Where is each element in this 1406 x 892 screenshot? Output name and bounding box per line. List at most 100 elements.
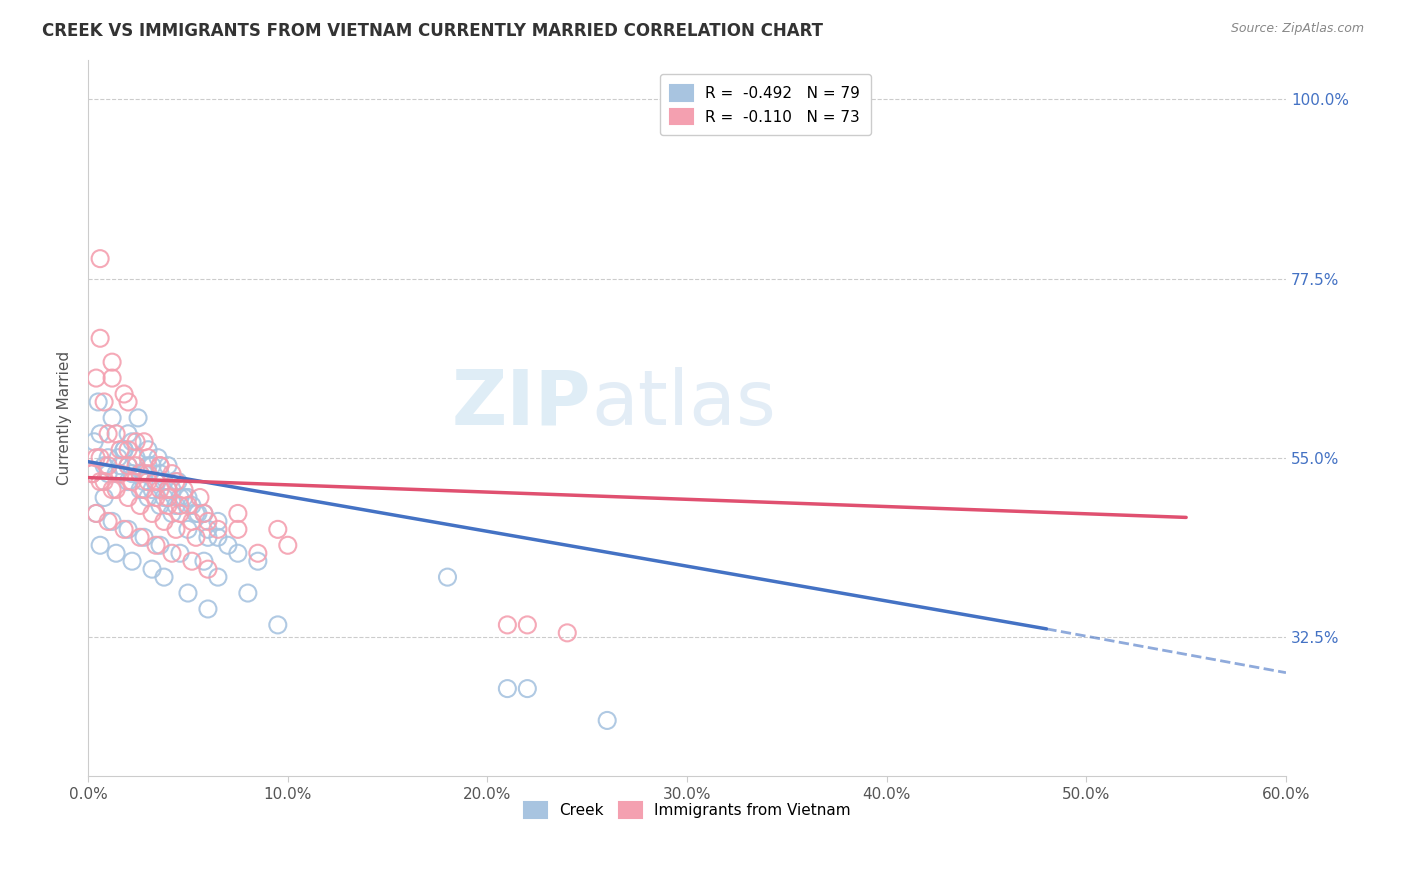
Point [184, 530, 207, 544]
Point [141, 458, 163, 473]
Point [121, 554, 143, 568]
Point [149, 458, 172, 473]
Point [117, 491, 139, 505]
Point [89, 450, 111, 465]
Point [145, 538, 167, 552]
Point [101, 355, 124, 369]
Point [89, 252, 111, 266]
Point [177, 491, 200, 505]
Point [197, 562, 219, 576]
Point [516, 618, 538, 632]
Point [153, 570, 176, 584]
Point [117, 458, 139, 473]
Point [156, 491, 179, 505]
Point [267, 522, 290, 536]
Point [93, 491, 115, 505]
FancyBboxPatch shape [82, 885, 114, 892]
Point [97, 450, 120, 465]
Point [207, 570, 229, 584]
Point [187, 507, 209, 521]
Point [97, 458, 120, 473]
Point [127, 410, 149, 425]
Point [197, 602, 219, 616]
Point [160, 507, 183, 521]
Point [105, 426, 128, 441]
Point [169, 507, 191, 521]
Point [207, 522, 229, 536]
Point [246, 554, 269, 568]
Point [149, 483, 172, 497]
Point [197, 522, 219, 536]
Point [121, 434, 143, 449]
Point [132, 475, 155, 489]
Point [121, 467, 143, 481]
Point [149, 458, 172, 473]
Point [197, 515, 219, 529]
Point [89, 538, 111, 552]
Point [125, 458, 148, 473]
Point [160, 483, 183, 497]
Point [108, 467, 131, 481]
Point [197, 530, 219, 544]
Point [129, 467, 152, 481]
Point [141, 483, 163, 497]
Point [217, 538, 239, 552]
Point [149, 538, 172, 552]
Point [226, 546, 249, 560]
Point [117, 475, 139, 489]
Y-axis label: Currently Married: Currently Married [58, 351, 72, 485]
Point [177, 499, 200, 513]
Point [177, 522, 200, 536]
Point [236, 586, 259, 600]
Point [149, 467, 172, 481]
Point [82, 467, 104, 481]
Point [107, 450, 129, 465]
Point [84, 507, 107, 521]
Point [169, 499, 191, 513]
Point [101, 483, 124, 497]
Point [132, 434, 155, 449]
Point [156, 483, 179, 497]
Point [129, 467, 152, 481]
Point [136, 458, 159, 473]
Point [153, 515, 176, 529]
Point [84, 507, 107, 521]
Point [89, 331, 111, 345]
Point [153, 475, 176, 489]
Point [136, 491, 159, 505]
Point [226, 507, 249, 521]
Point [181, 554, 204, 568]
Point [136, 450, 159, 465]
Point [129, 499, 152, 513]
Point [105, 467, 128, 481]
Point [181, 499, 204, 513]
Point [97, 426, 120, 441]
Point [97, 467, 120, 481]
Point [83, 434, 105, 449]
Point [112, 387, 135, 401]
Point [93, 458, 115, 473]
Text: ZIP: ZIP [451, 367, 592, 441]
Point [141, 507, 163, 521]
Point [101, 371, 124, 385]
Point [207, 530, 229, 544]
Text: CREEK VS IMMIGRANTS FROM VIETNAM CURRENTLY MARRIED CORRELATION CHART: CREEK VS IMMIGRANTS FROM VIETNAM CURRENT… [42, 22, 823, 40]
Point [93, 475, 115, 489]
Point [173, 491, 195, 505]
Point [246, 546, 269, 560]
Point [193, 507, 215, 521]
Point [108, 442, 131, 457]
Point [87, 395, 110, 409]
Point [117, 395, 139, 409]
Point [84, 450, 107, 465]
Point [555, 625, 578, 640]
Text: atlas: atlas [592, 367, 776, 441]
Legend: Creek, Immigrants from Vietnam: Creek, Immigrants from Vietnam [516, 795, 858, 826]
Point [516, 681, 538, 696]
Point [132, 530, 155, 544]
Point [267, 618, 290, 632]
Point [169, 546, 191, 560]
Point [160, 546, 183, 560]
Point [97, 515, 120, 529]
Point [129, 483, 152, 497]
